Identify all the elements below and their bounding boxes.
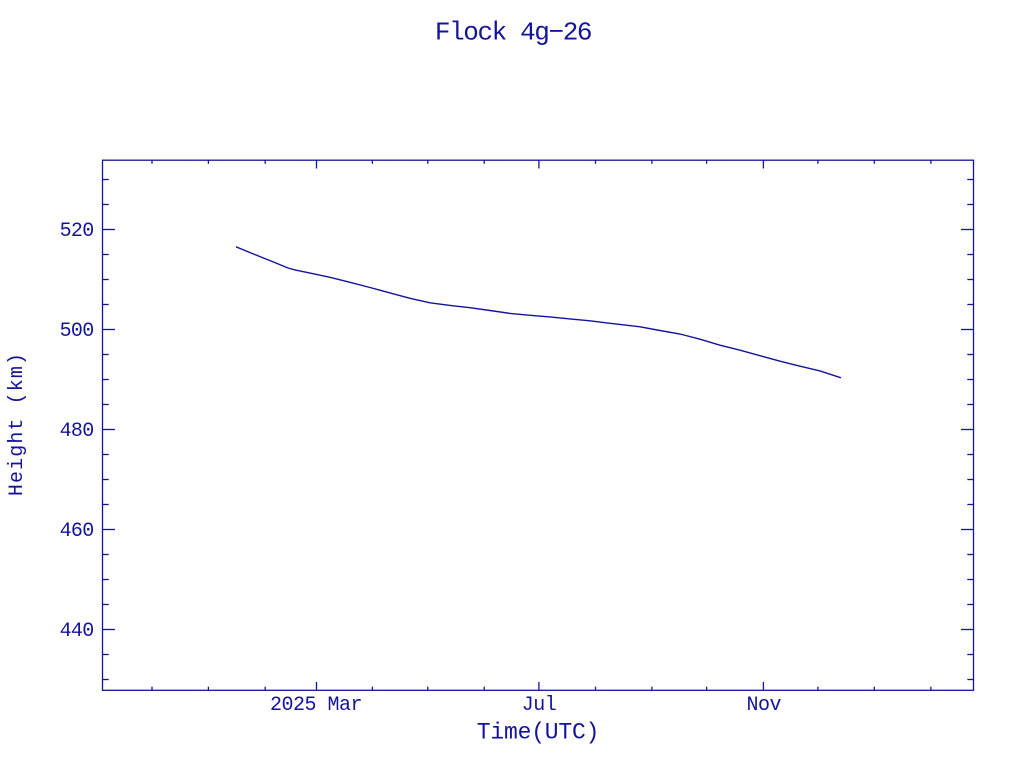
svg-text:Time(UTC): Time(UTC) xyxy=(477,720,599,746)
svg-text:Flock 4g−26: Flock 4g−26 xyxy=(435,18,591,48)
svg-text:500: 500 xyxy=(60,320,94,343)
svg-text:Height (km): Height (km) xyxy=(6,352,29,496)
svg-text:460: 460 xyxy=(60,520,94,543)
svg-text:2025 Mar: 2025 Mar xyxy=(270,694,362,717)
svg-text:520: 520 xyxy=(60,220,94,243)
svg-text:480: 480 xyxy=(60,420,94,443)
svg-text:Nov: Nov xyxy=(747,694,782,717)
svg-text:440: 440 xyxy=(60,620,94,643)
svg-text:Jul: Jul xyxy=(522,694,557,717)
